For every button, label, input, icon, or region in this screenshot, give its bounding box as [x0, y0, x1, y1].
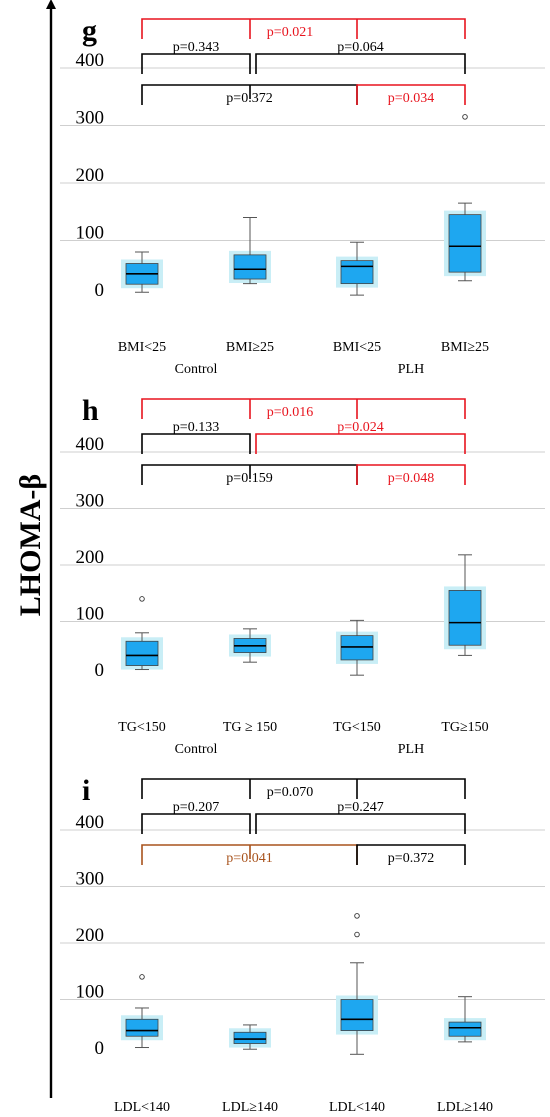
comparison-bracket: p=0.024 [255, 420, 466, 454]
box [233, 1031, 267, 1044]
p-value-label: p=0.021 [267, 25, 313, 40]
bracket-line [356, 84, 466, 105]
group-label: Control [175, 362, 218, 377]
y-tick-label: 100 [76, 223, 105, 244]
group-label: PLH [398, 362, 424, 377]
y-axis-label: LHOMA-β [14, 474, 47, 616]
comparison-bracket: p=0.343 [141, 40, 251, 74]
comparison-bracket: p=0.048 [356, 464, 466, 486]
p-value-label: p=0.343 [173, 40, 219, 55]
y-tick-label: 200 [76, 547, 105, 568]
comparison-bracket: p=0.159 [141, 464, 358, 486]
category-label: TG ≥ 150 [223, 720, 277, 735]
y-tick-label: 400 [76, 812, 105, 833]
category-label: TG<150 [118, 720, 166, 735]
bracket-line [356, 844, 466, 865]
p-value-label: p=0.041 [226, 851, 272, 866]
panel-g: g 0 100 200 300 400 BMI<25 BMI≥25 BMI<25 BMI≥25 Co… [60, 14, 545, 377]
category-label: BMI≥25 [441, 340, 489, 355]
comparison-bracket: p=0.372 [141, 84, 358, 106]
p-value-label: p=0.372 [226, 91, 272, 106]
p-value-label: p=0.016 [267, 405, 313, 420]
y-tick-label: 300 [76, 108, 105, 129]
comparison-bracket: p=0.034 [356, 84, 466, 106]
bracket-line [141, 778, 466, 799]
bracket-line [141, 53, 251, 74]
bracket-line [255, 813, 466, 834]
y-tick-label: 200 [76, 165, 105, 186]
box [340, 999, 374, 1031]
outlier-point [354, 913, 360, 919]
p-value-label: p=0.247 [337, 800, 383, 815]
p-value-label: p=0.207 [173, 800, 219, 815]
panel-letter: g [82, 14, 97, 47]
outlier-point [462, 114, 468, 120]
bracket-line [255, 53, 466, 74]
y-tick-label: 300 [76, 491, 105, 512]
panel-h: h 0 100 200 300 400 TG<150 TG ≥ 150 TG<150 TG≥150… [60, 394, 545, 757]
y-tick-label: 100 [76, 604, 105, 625]
bracket-line [141, 813, 251, 834]
category-label: BMI<25 [333, 340, 381, 355]
box [125, 640, 159, 666]
comparison-bracket: p=0.070 [141, 778, 466, 800]
category-label: TG<150 [333, 720, 381, 735]
p-value-label: p=0.133 [173, 420, 219, 435]
y-tick-label: 400 [76, 50, 105, 71]
box [340, 260, 374, 285]
y-tick-label: 0 [95, 660, 105, 681]
panel-letter: i [82, 774, 90, 807]
outlier-point [354, 931, 360, 938]
bracket-line [356, 464, 466, 485]
p-value-label: p=0.070 [267, 785, 313, 800]
category-label: LDL≥140 [222, 1100, 278, 1115]
p-value-label: p=0.159 [226, 471, 272, 486]
group-label: Control [175, 742, 218, 757]
panel-i: i 0 100 200 300 400 LDL<140 LDL≥140 LDL<140 LDL≥1… [60, 774, 545, 1115]
category-label: LDL<140 [114, 1100, 170, 1115]
comparison-bracket: p=0.041 [141, 844, 358, 866]
panel-letter: h [82, 394, 99, 427]
comparison-bracket: p=0.064 [255, 40, 466, 74]
p-value-label: p=0.372 [388, 851, 434, 866]
outlier-point [139, 596, 145, 602]
category-label: BMI≥25 [226, 340, 274, 355]
p-value-label: p=0.024 [337, 420, 383, 435]
comparison-bracket: p=0.021 [141, 18, 466, 40]
y-tick-label: 0 [95, 1038, 105, 1059]
p-value-label: p=0.064 [337, 40, 383, 55]
bracket-line [141, 433, 251, 454]
comparison-bracket: p=0.207 [141, 800, 251, 834]
box [448, 214, 482, 273]
p-value-label: p=0.048 [388, 471, 434, 486]
bracket-line [141, 18, 466, 39]
group-label: PLH [398, 742, 424, 757]
box [448, 590, 482, 646]
p-value-label: p=0.034 [388, 91, 434, 106]
y-tick-label: 300 [76, 869, 105, 890]
y-tick-label: 0 [95, 280, 105, 301]
y-tick-label: 100 [76, 982, 105, 1003]
comparison-bracket: p=0.372 [356, 844, 466, 866]
category-label: BMI<25 [118, 340, 166, 355]
bracket-line [141, 398, 466, 419]
box [448, 1021, 482, 1037]
y-tick-label: 400 [76, 434, 105, 455]
comparison-bracket: p=0.133 [141, 420, 251, 454]
box [233, 254, 267, 280]
box [340, 635, 374, 661]
category-label: LDL<140 [329, 1100, 385, 1115]
comparison-bracket: p=0.247 [255, 800, 466, 834]
outlier-point [139, 974, 145, 980]
bracket-line [255, 433, 466, 454]
comparison-bracket: p=0.016 [141, 398, 466, 420]
box [125, 1018, 159, 1037]
category-label: TG≥150 [441, 720, 488, 735]
y-tick-label: 200 [76, 925, 105, 946]
category-label: LDL≥140 [437, 1100, 493, 1115]
